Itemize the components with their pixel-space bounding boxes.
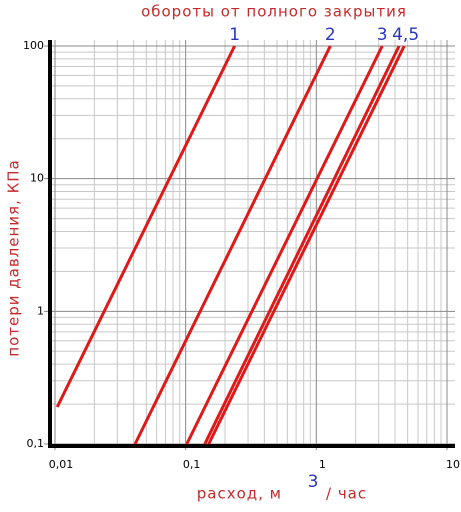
curve [207,45,406,445]
x-axis-label-suffix: / час [326,485,367,503]
y-axis-label: потери давления, КПа [5,159,23,356]
y-tick-label: 10 [30,172,44,185]
chart-title: обороты от полного закрытия [141,3,407,21]
line-label: 4,5 [392,25,419,45]
y-tick-label: 0,1 [27,437,45,450]
y-tick-label: 100 [23,39,44,52]
x-axis-label: расход, м [197,485,282,503]
curve [203,45,401,445]
x-tick-label: 0,01 [49,458,74,471]
line-label: 2 [325,25,336,45]
line-label: 3 [377,25,388,45]
y-tick-label: 1 [37,304,44,317]
x-tick-label: 10 [446,458,460,471]
x-tick-label: 0,1 [183,458,201,471]
curve [133,45,332,445]
line-label: 1 [229,25,240,45]
curve [55,45,236,408]
curve [185,45,384,445]
x-axis-label-superscript: 3 [308,472,319,492]
x-tick-label: 1 [319,458,326,471]
